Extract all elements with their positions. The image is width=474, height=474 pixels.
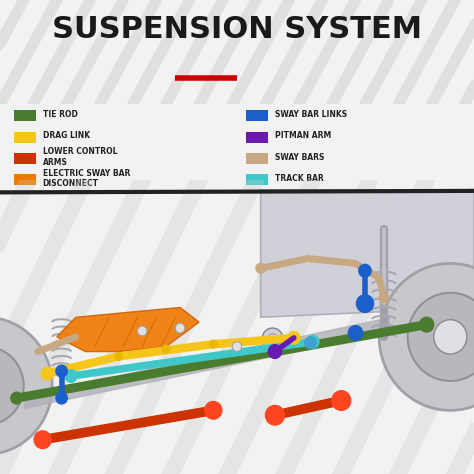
- Circle shape: [379, 293, 389, 302]
- Text: ELECTRIC SWAY BAR
DISCONNECT: ELECTRIC SWAY BAR DISCONNECT: [43, 169, 130, 188]
- Circle shape: [11, 392, 22, 404]
- Circle shape: [356, 295, 374, 312]
- FancyBboxPatch shape: [14, 153, 36, 164]
- FancyBboxPatch shape: [246, 110, 268, 121]
- Circle shape: [56, 365, 67, 377]
- Circle shape: [205, 401, 222, 419]
- Circle shape: [305, 337, 316, 348]
- FancyBboxPatch shape: [14, 174, 36, 185]
- Circle shape: [65, 370, 77, 383]
- Polygon shape: [261, 190, 474, 317]
- Circle shape: [0, 317, 52, 455]
- Circle shape: [137, 326, 147, 336]
- Circle shape: [262, 328, 283, 350]
- Circle shape: [115, 353, 122, 360]
- Circle shape: [332, 391, 351, 410]
- Text: SUSPENSION SYSTEM: SUSPENSION SYSTEM: [52, 15, 422, 44]
- Circle shape: [162, 345, 170, 353]
- Text: SWAY BAR LINKS: SWAY BAR LINKS: [275, 110, 347, 119]
- Circle shape: [359, 264, 371, 277]
- Text: TIE ROD: TIE ROD: [43, 110, 78, 119]
- Circle shape: [408, 293, 474, 381]
- Circle shape: [268, 334, 277, 344]
- Circle shape: [419, 317, 434, 332]
- Circle shape: [34, 431, 51, 448]
- Circle shape: [232, 342, 242, 352]
- Circle shape: [265, 405, 284, 425]
- Circle shape: [56, 392, 67, 404]
- Circle shape: [434, 320, 467, 354]
- Text: PITMAN ARM: PITMAN ARM: [275, 131, 331, 140]
- Circle shape: [41, 367, 54, 380]
- Text: DRAG LINK: DRAG LINK: [43, 131, 90, 140]
- Text: SWAY BARS: SWAY BARS: [275, 153, 324, 162]
- Circle shape: [268, 345, 282, 358]
- Text: TRACK BAR: TRACK BAR: [275, 174, 324, 183]
- Circle shape: [359, 296, 371, 309]
- FancyBboxPatch shape: [246, 174, 268, 185]
- Circle shape: [307, 336, 319, 348]
- Circle shape: [210, 340, 217, 348]
- Circle shape: [175, 323, 185, 333]
- Polygon shape: [57, 308, 199, 352]
- Circle shape: [288, 331, 300, 344]
- FancyBboxPatch shape: [246, 132, 268, 143]
- FancyBboxPatch shape: [14, 110, 36, 121]
- Circle shape: [0, 346, 24, 425]
- Circle shape: [348, 326, 363, 340]
- Circle shape: [379, 264, 474, 410]
- FancyBboxPatch shape: [14, 132, 36, 143]
- Circle shape: [256, 264, 265, 273]
- FancyBboxPatch shape: [246, 153, 268, 164]
- Text: LOWER CONTROL
ARMS: LOWER CONTROL ARMS: [43, 147, 117, 167]
